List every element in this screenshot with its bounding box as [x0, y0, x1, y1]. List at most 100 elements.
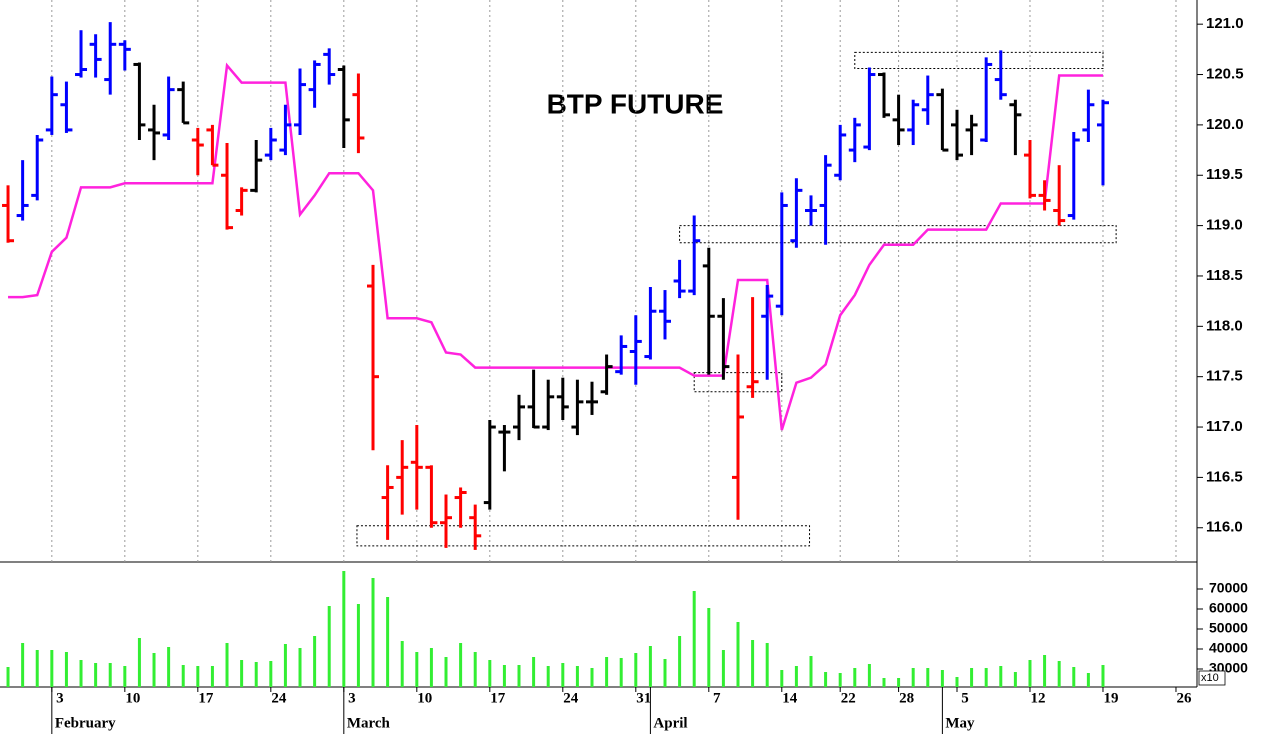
volume-bar	[1013, 672, 1017, 687]
volume-bar	[765, 643, 769, 687]
x-tick-label: 28	[899, 690, 914, 706]
y-tick-label: 117.0	[1206, 418, 1243, 435]
volume-bar	[736, 622, 740, 687]
x-tick-label: 26	[1176, 690, 1192, 706]
volume-bar	[283, 644, 287, 687]
volume-bar	[313, 636, 317, 687]
x-tick-label: 22	[841, 690, 856, 706]
volume-bar	[867, 664, 871, 687]
volume-bar	[269, 661, 273, 687]
zone	[679, 225, 1117, 244]
y-tick-label: 119.5	[1206, 166, 1243, 183]
volume-bar	[488, 660, 492, 687]
x-tick-label: 24	[271, 690, 287, 706]
x-tick-label: 24	[563, 690, 579, 706]
volume-bar	[254, 662, 258, 687]
volume-bar	[926, 668, 930, 687]
volume-bar	[1086, 673, 1090, 687]
volume-bar	[1043, 655, 1047, 687]
volume-bar	[721, 650, 725, 687]
volume-bar	[225, 643, 229, 687]
volume-bar	[473, 652, 477, 687]
x-tick-label: 5	[961, 690, 969, 706]
volume-bar	[1028, 660, 1032, 687]
volume-bar	[137, 638, 141, 687]
volume-bar	[502, 665, 506, 687]
volume-bar	[824, 672, 828, 687]
x-tick-label: 19	[1103, 690, 1118, 706]
month-label: April	[653, 715, 687, 731]
volume-bar	[35, 650, 39, 687]
y-tick-label: 40000	[1209, 640, 1248, 656]
y-tick-label: 70000	[1209, 580, 1248, 596]
volume-bar	[1057, 661, 1061, 687]
volume-bar	[809, 656, 813, 687]
volume-bar	[853, 668, 857, 687]
y-tick-label: 116.0	[1206, 519, 1243, 536]
volume-bar	[167, 647, 171, 687]
volume-bar	[386, 597, 390, 687]
volume-bar	[1101, 665, 1105, 687]
volume-bar	[838, 673, 842, 687]
x-tick-label: 12	[1030, 690, 1045, 706]
volume-bar	[575, 666, 579, 687]
y-tick-label: 120.0	[1206, 116, 1244, 133]
zone	[693, 372, 783, 393]
volume-bar	[444, 657, 448, 687]
volume-bar	[240, 660, 244, 687]
y-tick-label: 121.0	[1206, 15, 1244, 32]
y-tick-label: 118.5	[1206, 267, 1243, 284]
month-label: February	[55, 715, 116, 731]
x-tick-label: 3	[56, 690, 64, 706]
x-tick-label: 14	[782, 690, 798, 706]
volume-bar	[517, 665, 521, 687]
volume-bar	[400, 641, 404, 687]
volume-bar	[94, 663, 98, 687]
volume-bar	[751, 640, 755, 687]
volume-bar	[181, 665, 185, 687]
volume-bar	[707, 608, 711, 687]
volume-bar	[882, 678, 886, 687]
y-tick-label: 60000	[1209, 600, 1248, 616]
volume-bar	[342, 571, 346, 687]
volume-bar	[210, 666, 214, 687]
month-label: May	[945, 715, 975, 731]
volume-bar	[327, 606, 331, 687]
volume-bar	[415, 652, 419, 687]
volume-bar	[590, 668, 594, 687]
trend-line	[8, 62, 1103, 431]
volume-bar	[940, 670, 944, 687]
scale-box	[1198, 670, 1226, 686]
volume-bar	[123, 666, 127, 687]
volume-bar	[692, 591, 696, 687]
x-tick-label: 31	[636, 690, 651, 706]
volume-bar	[1072, 667, 1076, 687]
y-tick-label: 118.0	[1206, 317, 1243, 334]
y-tick-label: 120.5	[1206, 65, 1244, 82]
volume-bar	[678, 636, 682, 687]
y-tick-label: 117.5	[1206, 368, 1243, 385]
volume-bar	[911, 668, 915, 687]
volume-bar	[619, 658, 623, 687]
volume-bar	[984, 668, 988, 687]
volume-bar	[21, 643, 25, 687]
volume-bar	[356, 604, 360, 687]
volume-bar	[429, 648, 433, 687]
volume-bar	[897, 678, 901, 687]
volume-bar	[546, 666, 550, 687]
volume-bar	[999, 666, 1003, 687]
x-tick-label: 10	[125, 690, 140, 706]
y-tick-label: 116.5	[1206, 468, 1243, 485]
volume-bar	[955, 677, 959, 687]
volume-bar	[196, 666, 200, 687]
volume-bar	[79, 660, 83, 687]
x-tick-label: 7	[713, 690, 721, 706]
x-tick-label: 17	[490, 690, 506, 706]
x-tick-label: 10	[417, 690, 432, 706]
volume-bar	[780, 670, 784, 687]
zone	[854, 51, 1104, 69]
volume-bar	[64, 652, 68, 687]
volume-bar	[605, 657, 609, 687]
volume-bar	[6, 667, 10, 687]
